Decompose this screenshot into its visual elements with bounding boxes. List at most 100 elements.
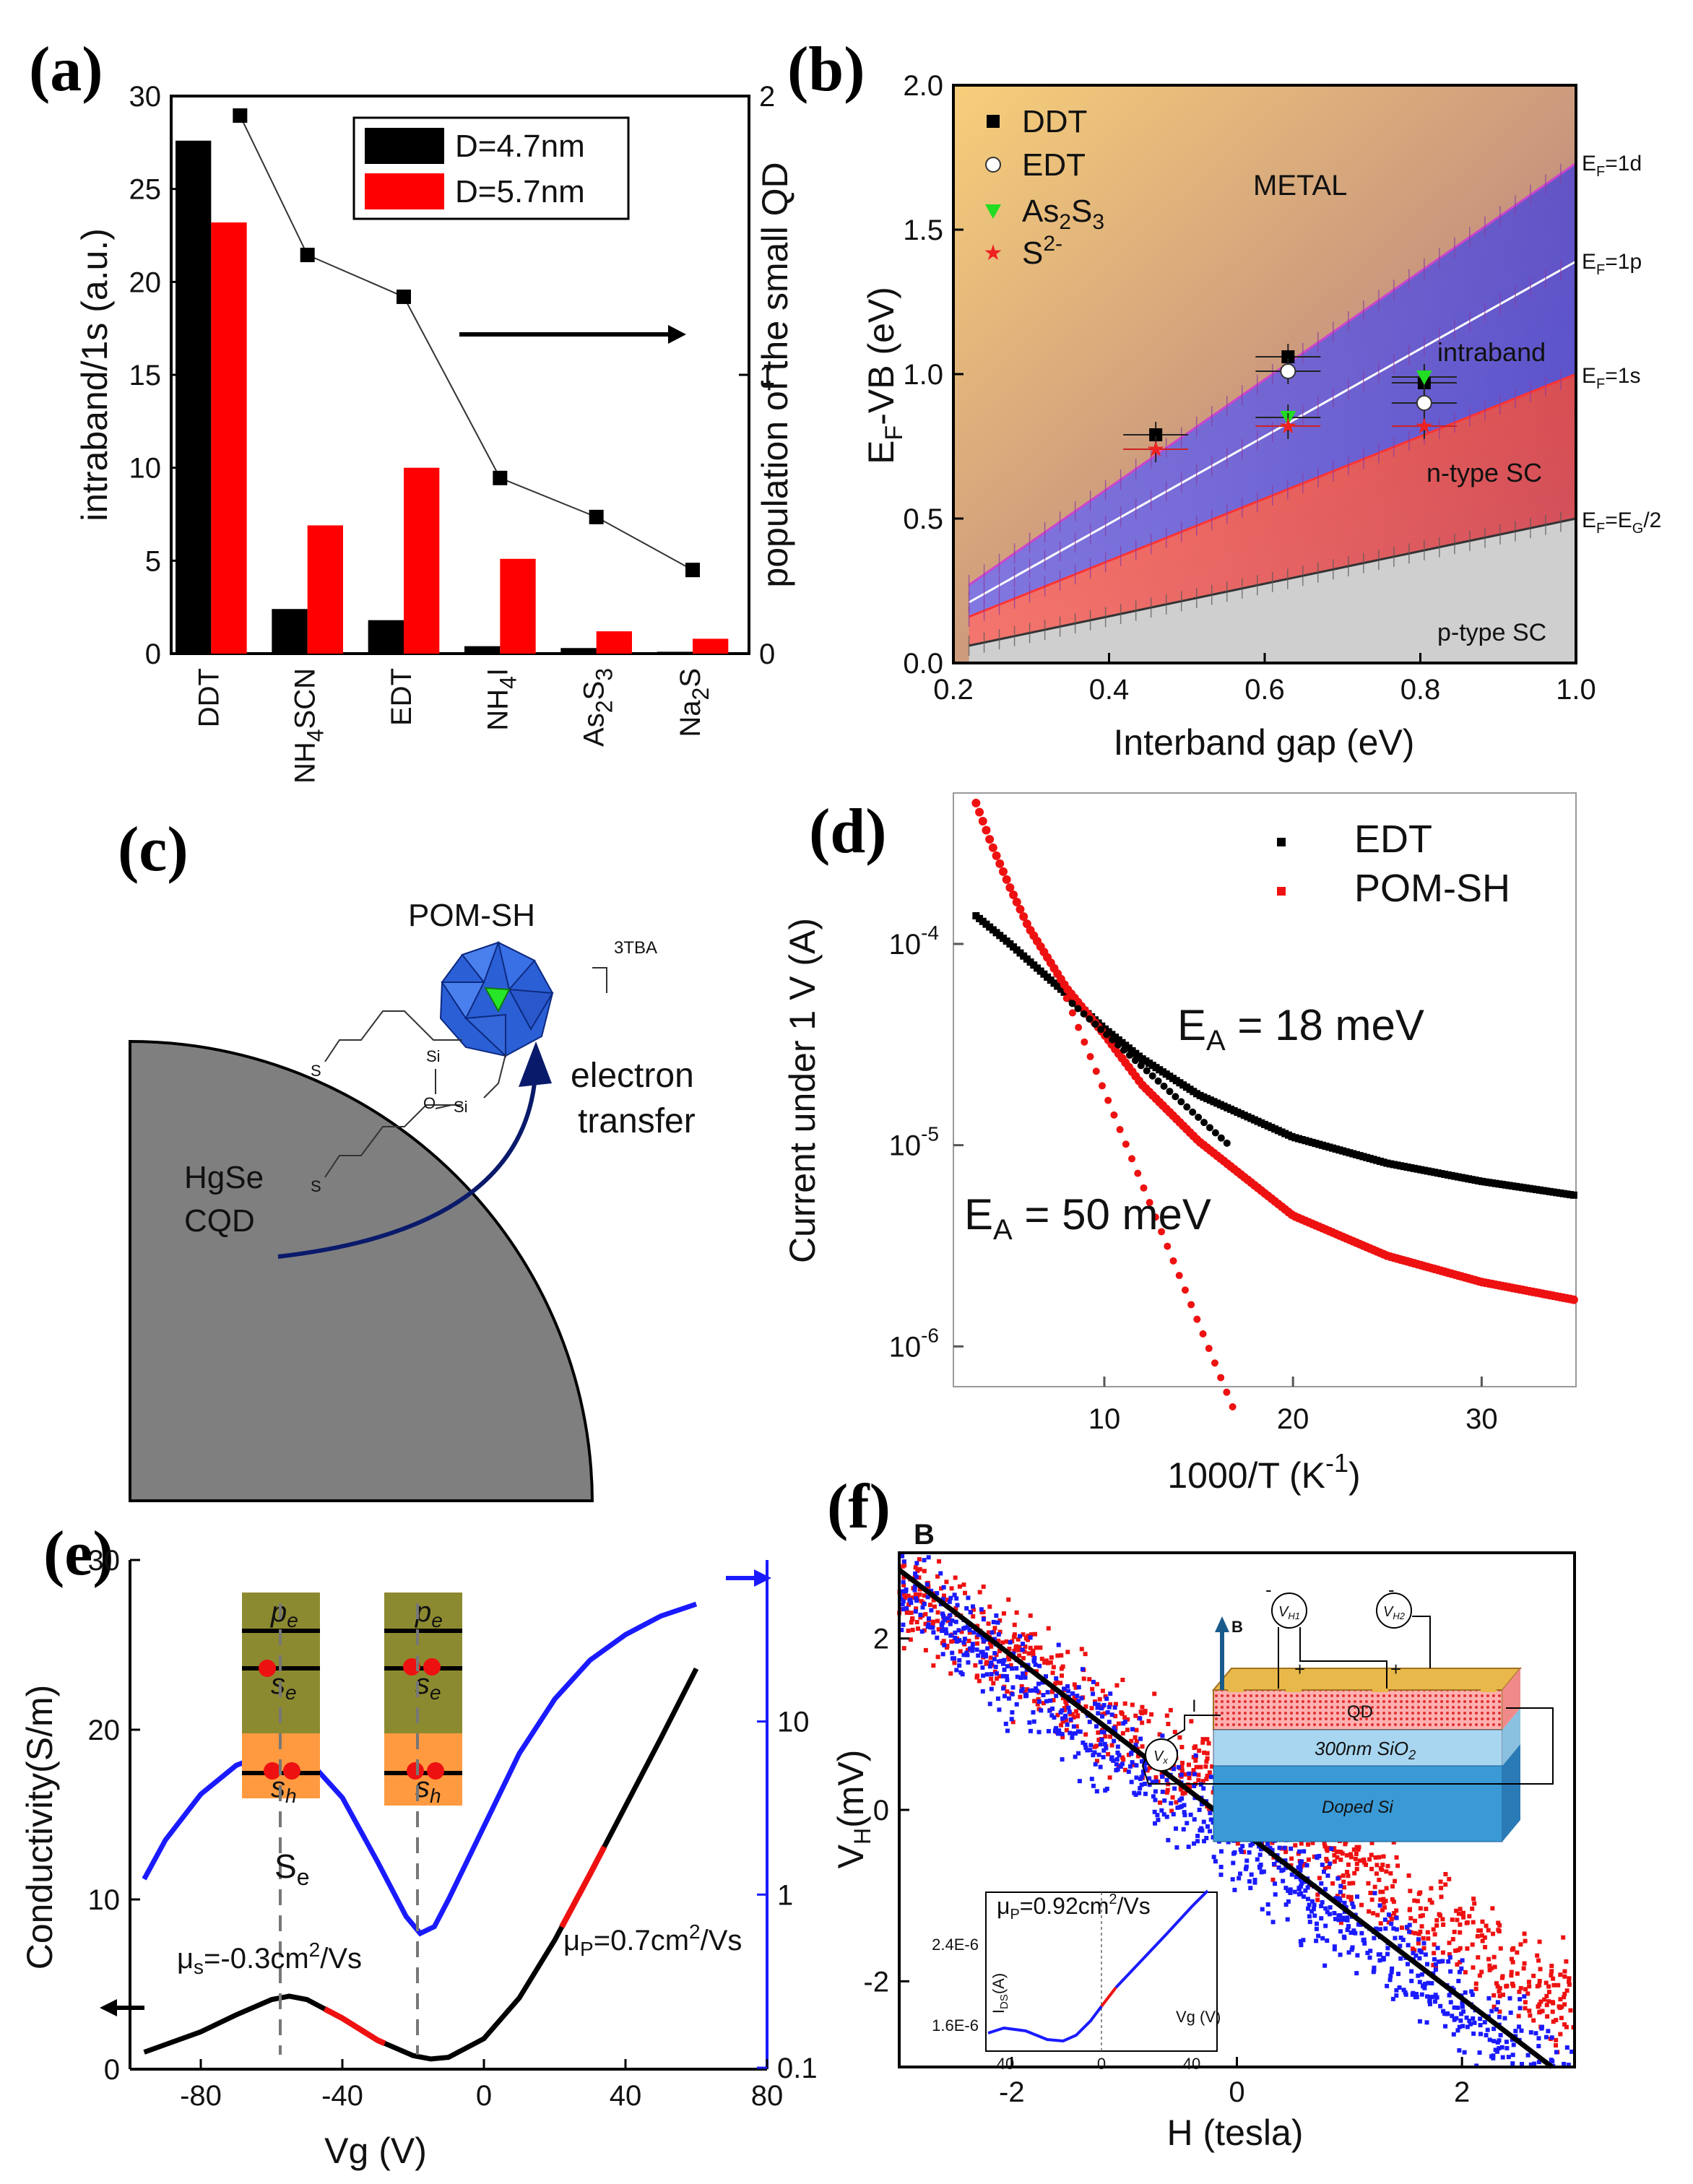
fit-dot: [1092, 1067, 1100, 1075]
point-red: [1447, 1941, 1452, 1946]
point-red: [1073, 1709, 1078, 1714]
field-label: B: [1231, 1618, 1243, 1636]
point-blue: [1511, 2042, 1516, 2048]
panel-label-e: (e): [43, 1519, 114, 1589]
point-blue: [1080, 1667, 1085, 1672]
fit-dot: [1128, 1155, 1136, 1163]
point-blue: [1192, 1817, 1197, 1822]
point-blue: [1327, 1912, 1332, 1917]
point-red: [1200, 1779, 1205, 1784]
point-blue: [1342, 1900, 1347, 1905]
point-red: [1205, 1756, 1210, 1761]
fit-dot: [1081, 1038, 1088, 1046]
point-blue: [1070, 1691, 1075, 1696]
point-blue: [1435, 1946, 1440, 1951]
point-blue: [1270, 1847, 1275, 1852]
point-red: [1523, 2006, 1528, 2011]
y-tick-label-e: 0: [104, 2054, 120, 2086]
point-red: [945, 1618, 951, 1624]
point-red: [1158, 1800, 1163, 1805]
point-blue: [1073, 1754, 1078, 1759]
point-red: [1202, 1750, 1207, 1755]
point-blue: [1362, 1941, 1367, 1946]
point-blue: [1065, 1684, 1070, 1689]
panel-label-b: (b): [787, 35, 865, 105]
point-blue: [944, 1631, 949, 1636]
point-red: [1021, 1632, 1026, 1637]
point-red: [1362, 1860, 1367, 1865]
point-red: [1518, 1942, 1523, 1947]
point-red: [1335, 1855, 1340, 1860]
point-red: [1418, 1906, 1423, 1911]
point-blue: [901, 1599, 906, 1604]
y-tick-label-e: 20: [88, 1715, 121, 1746]
point-blue: [1494, 2007, 1499, 2012]
point-red: [1473, 1986, 1478, 1991]
legend-marker-b-2: [985, 204, 1001, 219]
bar-red-3: [500, 558, 536, 654]
point-red: [1306, 1842, 1311, 1847]
marker-EDT-0: [1280, 363, 1296, 379]
point-POM-SH: [982, 826, 991, 835]
point-blue: [1433, 1993, 1438, 1998]
point-blue: [1394, 1915, 1399, 1920]
point-blue: [1413, 1995, 1418, 2000]
category-label-2: EDT: [386, 668, 417, 726]
point-blue: [1133, 1793, 1138, 1798]
point-blue: [1182, 1810, 1187, 1815]
voltmeter-x-icon: [1145, 1738, 1178, 1772]
point-blue: [1433, 1967, 1438, 1972]
point-blue: [1346, 1950, 1351, 1955]
point-POM-SH: [1016, 905, 1025, 914]
pom-cluster-icon: [439, 941, 554, 1058]
point-blue: [1081, 1740, 1086, 1745]
point-red: [963, 1590, 968, 1595]
point-red: [1476, 1928, 1481, 1933]
point-red: [1511, 1946, 1516, 1951]
point-red: [1432, 1951, 1437, 1956]
point-blue: [961, 1652, 966, 1658]
point-blue: [1504, 2045, 1510, 2050]
point-blue: [1349, 1947, 1354, 1952]
line-label-2: EF=1s: [1582, 364, 1640, 392]
point-red: [1499, 1975, 1504, 1980]
point-blue: [1409, 1978, 1414, 1983]
point-blue: [1112, 1738, 1117, 1743]
axes-b: 0.2 0.4 0.6 0.8 1.00.00.51.01.52.0: [903, 70, 1595, 706]
point-red: [1348, 1855, 1354, 1860]
point-red: [1172, 1730, 1177, 1735]
point-blue: [1005, 1728, 1010, 1733]
point-red: [1562, 2022, 1567, 2027]
right-arrow-head-icon: [754, 1569, 771, 1587]
fit-dot: [1125, 1052, 1133, 1060]
bar-red-0: [211, 222, 247, 654]
point-blue: [1413, 1992, 1419, 1997]
point-red: [1386, 1920, 1391, 1925]
point-blue: [980, 1689, 985, 1694]
point-red: [1341, 1893, 1346, 1898]
point-red: [1453, 1948, 1458, 1953]
point-blue: [1010, 1710, 1015, 1715]
point-red: [1060, 1664, 1065, 1669]
electron-transfer-arrow: [277, 1083, 537, 1259]
point-blue: [1243, 1866, 1248, 1871]
point-blue: [1138, 1785, 1143, 1790]
point-blue: [948, 1621, 953, 1626]
point-blue: [899, 1597, 904, 1602]
point-blue: [1129, 1780, 1134, 1785]
point-blue: [1052, 1715, 1057, 1720]
point-blue: [1319, 1904, 1324, 1909]
point-red: [1122, 1767, 1127, 1772]
point-blue: [979, 1607, 984, 1612]
oxide-label: 300nm SiO2: [1315, 1738, 1416, 1762]
point-blue: [989, 1672, 994, 1677]
point-red: [1070, 1712, 1075, 1717]
point-red: [1497, 1989, 1502, 1994]
point-blue: [1028, 1635, 1033, 1640]
point-red: [1361, 1857, 1367, 1862]
point-red: [1332, 1852, 1337, 1858]
point-red: [1152, 1691, 1157, 1696]
point-red: [1515, 1971, 1520, 1976]
point-blue: [1381, 1956, 1386, 1962]
